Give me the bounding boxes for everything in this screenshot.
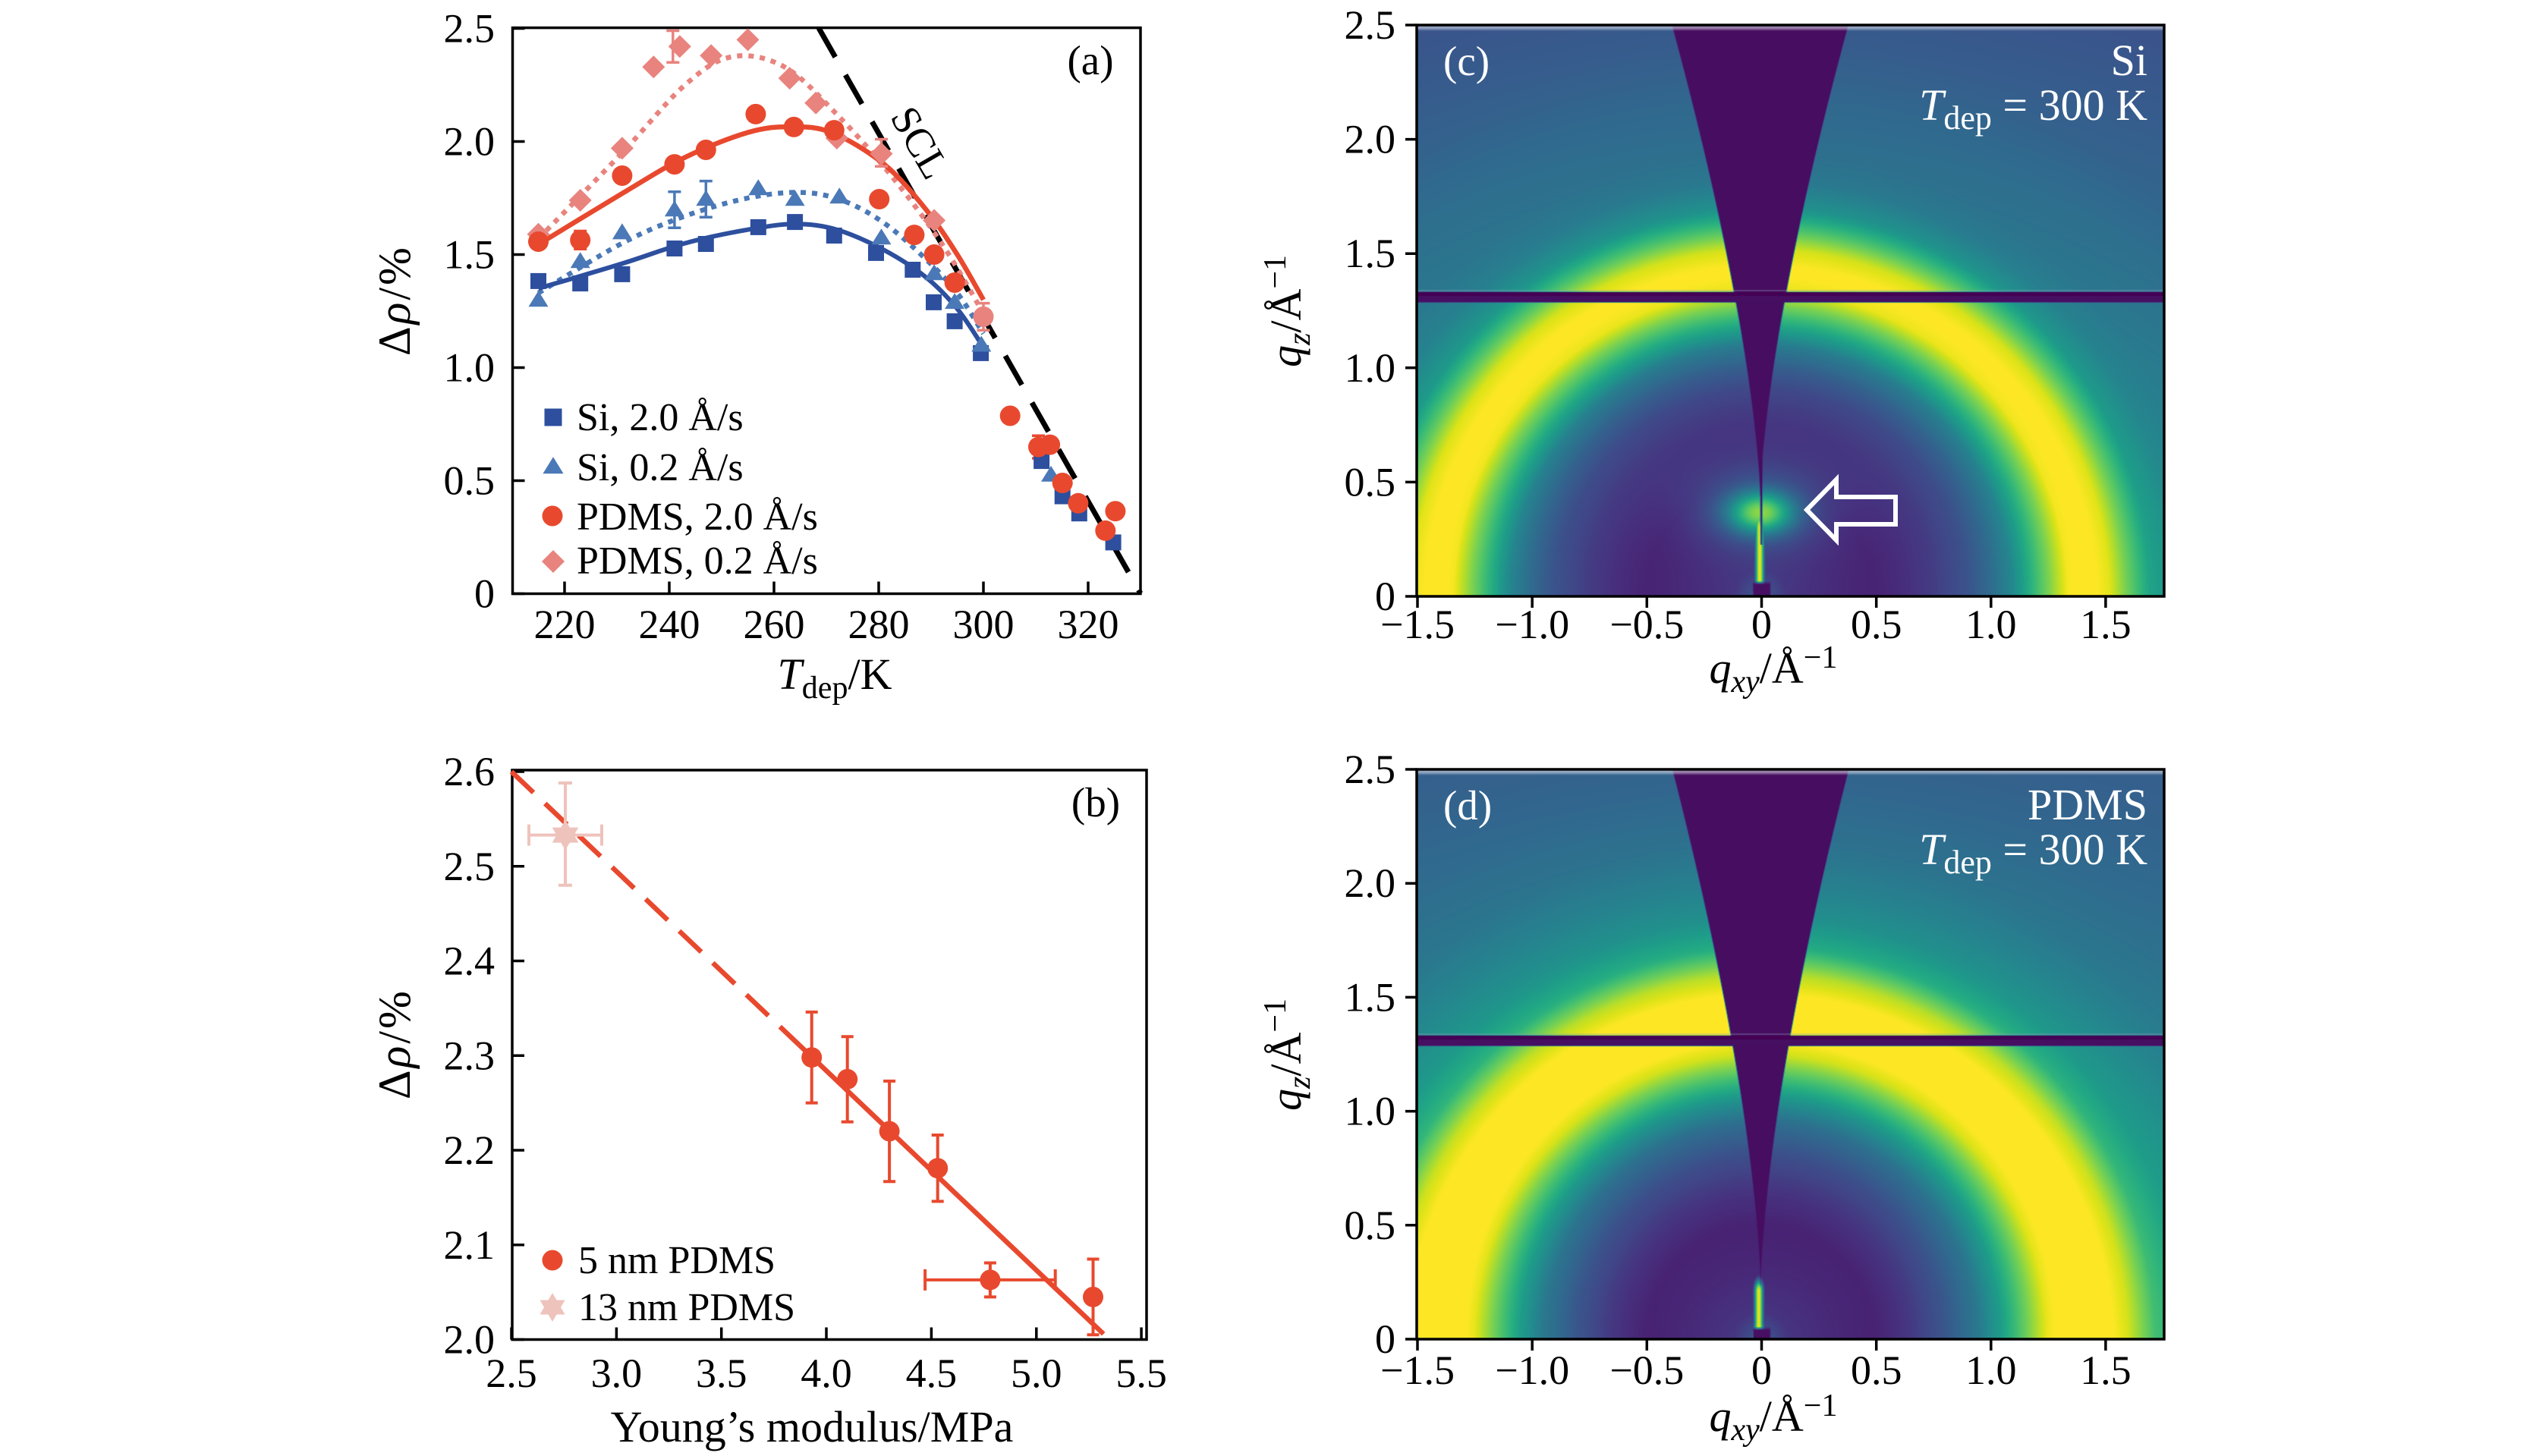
svg-text:2.3: 2.3 <box>444 1033 496 1078</box>
svg-text:Δρ/%: Δρ/% <box>370 989 420 1099</box>
svg-text:qz/Å−1: qz/Å−1 <box>1258 998 1317 1111</box>
svg-text:2.5: 2.5 <box>444 844 496 889</box>
svg-text:0: 0 <box>474 571 495 617</box>
svg-text:Young’s modulus/MPa: Young’s modulus/MPa <box>611 1402 1014 1451</box>
svg-text:qz/Å−1: qz/Å−1 <box>1258 255 1317 367</box>
svg-text:0.5: 0.5 <box>1345 1203 1396 1248</box>
svg-text:5 nm PDMS: 5 nm PDMS <box>578 1239 776 1282</box>
svg-text:2.5: 2.5 <box>444 6 496 52</box>
svg-text:240: 240 <box>639 602 700 647</box>
svg-text:3.0: 3.0 <box>591 1351 643 1396</box>
svg-text:1.5: 1.5 <box>2080 1348 2132 1393</box>
svg-text:−0.5: −0.5 <box>1609 602 1684 647</box>
svg-text:1.0: 1.0 <box>1345 345 1396 391</box>
svg-text:2.2: 2.2 <box>444 1127 496 1173</box>
svg-text:(a): (a) <box>1067 37 1113 83</box>
svg-text:2.6: 2.6 <box>444 749 496 794</box>
svg-text:2.5: 2.5 <box>486 1351 537 1396</box>
svg-text:Si: Si <box>2111 36 2147 85</box>
svg-text:Δρ/%: Δρ/% <box>370 245 420 356</box>
svg-text:1.0: 1.0 <box>444 345 496 391</box>
svg-text:0.5: 0.5 <box>444 458 496 504</box>
svg-text:2.0: 2.0 <box>444 119 496 165</box>
svg-text:0: 0 <box>1751 602 1772 647</box>
svg-text:PDMS, 2.0 Å/s: PDMS, 2.0 Å/s <box>577 495 818 539</box>
svg-text:260: 260 <box>744 602 805 647</box>
svg-text:1.5: 1.5 <box>444 232 496 278</box>
svg-text:Si, 2.0 Å/s: Si, 2.0 Å/s <box>577 396 744 439</box>
svg-text:Tdep/K: Tdep/K <box>778 649 892 706</box>
svg-text:(c): (c) <box>1443 38 1490 84</box>
svg-text:2.0: 2.0 <box>1345 117 1396 162</box>
svg-text:280: 280 <box>848 602 910 647</box>
svg-text:qxy/Å−1: qxy/Å−1 <box>1710 1388 1838 1448</box>
svg-text:1.0: 1.0 <box>1345 1089 1396 1134</box>
svg-text:2.1: 2.1 <box>444 1222 496 1268</box>
svg-text:2.5: 2.5 <box>1345 747 1396 792</box>
svg-text:Tdep = 300 K: Tdep = 300 K <box>1919 825 2147 881</box>
svg-text:0: 0 <box>1375 574 1395 619</box>
svg-text:300: 300 <box>953 602 1015 647</box>
svg-text:1.0: 1.0 <box>1965 1348 2017 1393</box>
svg-text:−1.0: −1.0 <box>1495 602 1569 647</box>
svg-text:Tdep = 300 K: Tdep = 300 K <box>1919 80 2147 137</box>
svg-text:−1.5: −1.5 <box>1380 602 1455 647</box>
svg-text:220: 220 <box>534 602 596 647</box>
svg-text:0: 0 <box>1375 1316 1395 1362</box>
svg-text:1.0: 1.0 <box>1965 602 2017 647</box>
svg-text:2.0: 2.0 <box>444 1317 496 1363</box>
svg-text:4.5: 4.5 <box>906 1351 958 1396</box>
svg-text:−1.5: −1.5 <box>1380 1348 1455 1393</box>
svg-text:−0.5: −0.5 <box>1609 1348 1684 1393</box>
svg-text:1.5: 1.5 <box>1345 231 1396 276</box>
svg-text:Si, 0.2 Å/s: Si, 0.2 Å/s <box>577 446 744 489</box>
svg-text:2.4: 2.4 <box>444 939 496 984</box>
svg-text:(b): (b) <box>1071 779 1120 825</box>
svg-text:0: 0 <box>1751 1348 1772 1393</box>
svg-text:qxy/Å−1: qxy/Å−1 <box>1710 640 1838 700</box>
svg-text:5.0: 5.0 <box>1011 1351 1062 1396</box>
svg-text:0.5: 0.5 <box>1345 459 1396 505</box>
svg-text:320: 320 <box>1058 602 1119 647</box>
svg-text:13 nm PDMS: 13 nm PDMS <box>578 1286 795 1329</box>
svg-text:(d): (d) <box>1443 782 1492 829</box>
svg-text:0.5: 0.5 <box>1851 1348 1902 1393</box>
svg-text:PDMS: PDMS <box>2028 780 2147 829</box>
svg-text:5.5: 5.5 <box>1115 1351 1167 1396</box>
svg-text:2.0: 2.0 <box>1345 860 1396 906</box>
svg-text:2.5: 2.5 <box>1345 2 1396 48</box>
svg-text:−1.0: −1.0 <box>1495 1348 1569 1393</box>
svg-text:1.5: 1.5 <box>1345 974 1396 1020</box>
svg-text:PDMS, 0.2 Å/s: PDMS, 0.2 Å/s <box>577 539 818 583</box>
svg-text:4.0: 4.0 <box>801 1351 852 1396</box>
svg-text:1.5: 1.5 <box>2080 602 2132 647</box>
svg-text:0.5: 0.5 <box>1851 602 1902 647</box>
svg-text:3.5: 3.5 <box>696 1351 747 1396</box>
